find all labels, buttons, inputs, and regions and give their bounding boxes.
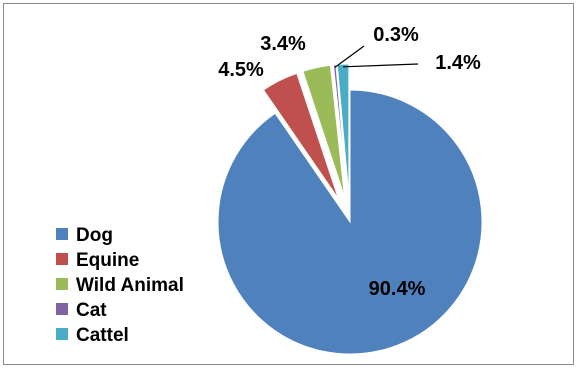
legend-swatch-cat — [56, 303, 68, 315]
legend-label-cattel: Cattel — [76, 325, 129, 346]
legend-label-equine: Equine — [76, 250, 139, 271]
legend: Dog Equine Wild Animal Cat Cattel — [56, 225, 184, 346]
data-label-cat: 0.3% — [373, 24, 419, 46]
data-label-cattel: 1.4% — [435, 52, 481, 74]
pie-slice-cattel — [336, 63, 350, 197]
leader-line-cattel — [343, 63, 419, 68]
pie-slice-wild-animal — [302, 64, 345, 197]
pie-slice-dog — [217, 89, 483, 355]
legend-swatch-equine — [56, 253, 68, 265]
legend-swatch-wild-animal — [56, 278, 68, 290]
legend-swatch-cattel — [56, 328, 68, 340]
data-label-equine: 4.5% — [218, 59, 264, 81]
data-label-wild-animal: 3.4% — [260, 33, 306, 55]
pie-slices — [217, 63, 483, 355]
data-labels: 90.4% 4.5% 3.4% 0.3% 1.4% — [218, 24, 481, 300]
legend-label-wild-animal: Wild Animal — [76, 275, 184, 296]
legend-label-dog: Dog — [76, 225, 113, 246]
leader-line-cat — [334, 45, 365, 68]
data-label-dog: 90.4% — [369, 278, 426, 300]
legend-label-cat: Cat — [76, 300, 107, 321]
pie-slice-cat — [332, 64, 348, 197]
legend-swatch-dog — [56, 228, 68, 240]
pie-slice-equine — [262, 72, 339, 200]
leader-lines — [334, 45, 419, 68]
